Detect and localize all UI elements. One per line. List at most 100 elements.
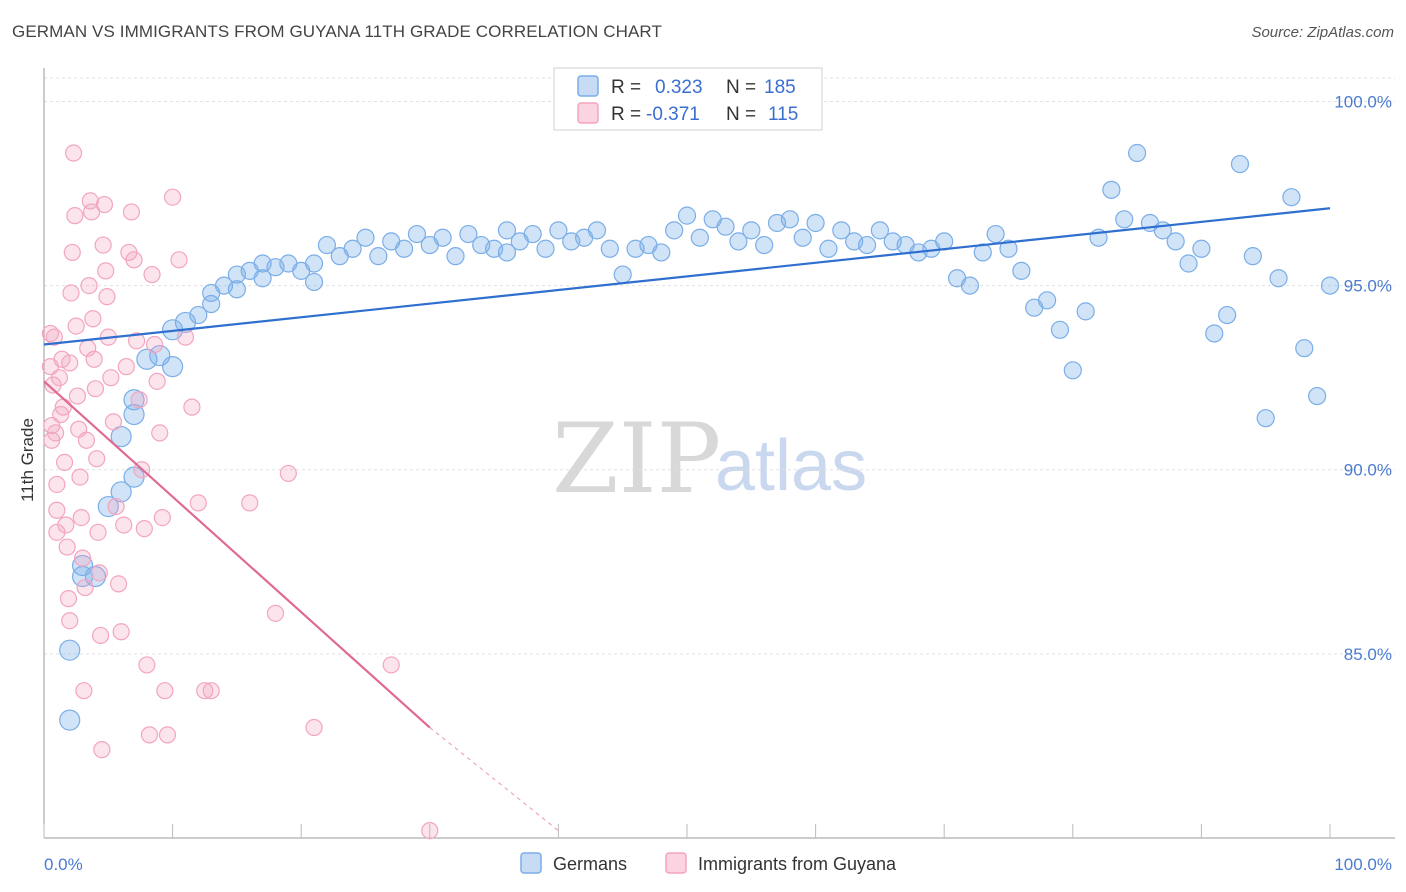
guyana-point bbox=[138, 656, 156, 674]
guyana-point bbox=[89, 523, 107, 541]
bottom-legend-guyana: Immigrants from Guyana bbox=[698, 854, 897, 874]
german-point bbox=[1179, 254, 1198, 273]
guyana-point bbox=[45, 328, 63, 346]
guyana-point bbox=[76, 578, 94, 597]
german-point bbox=[189, 305, 208, 325]
watermark-atlas: atlas bbox=[715, 426, 867, 506]
german-point bbox=[1102, 180, 1121, 199]
legend-r-value-1: -0.371 bbox=[646, 104, 700, 125]
guyana-point bbox=[71, 468, 89, 486]
german-point bbox=[832, 221, 851, 240]
german-point bbox=[536, 239, 555, 258]
guyana-point bbox=[104, 413, 123, 431]
german-point bbox=[123, 403, 145, 426]
grid-lines bbox=[44, 77, 1395, 655]
guyana-point bbox=[64, 144, 83, 162]
german-point bbox=[793, 228, 812, 247]
guyana-point bbox=[135, 520, 153, 538]
guyana-point bbox=[48, 501, 66, 519]
guyana-point bbox=[112, 623, 130, 641]
trend-lines bbox=[43, 207, 1331, 832]
guyana-point bbox=[67, 317, 85, 335]
german-point bbox=[343, 239, 362, 258]
guyana-trend-line-extension bbox=[429, 727, 559, 832]
german-trend-line bbox=[43, 207, 1331, 346]
bottom-legend-germans: Germans bbox=[553, 854, 627, 874]
german-point bbox=[1076, 302, 1095, 321]
axes: 85.0% 90.0% 95.0% 100.0% 0.0% 100.0% bbox=[43, 68, 1395, 874]
guyana-point bbox=[127, 332, 146, 350]
german-point bbox=[1037, 291, 1057, 310]
german-points bbox=[59, 143, 1340, 731]
x-tick-label-min: 0.0% bbox=[44, 855, 83, 874]
guyana-point bbox=[151, 424, 169, 442]
bottom-legend-swatch-guyana bbox=[665, 852, 687, 874]
guyana-point bbox=[122, 203, 141, 221]
german-point bbox=[110, 481, 132, 503]
german-point bbox=[433, 228, 452, 247]
german-point bbox=[497, 221, 517, 240]
german-point bbox=[136, 348, 158, 370]
guyana-point bbox=[80, 276, 98, 295]
german-point bbox=[1127, 143, 1147, 163]
german-point bbox=[857, 235, 877, 255]
bottom-legend-swatch-germans bbox=[520, 852, 542, 874]
german-point bbox=[1166, 232, 1185, 251]
german-point bbox=[407, 224, 427, 244]
guyana-point bbox=[63, 243, 81, 262]
guyana-point bbox=[59, 590, 78, 608]
guyana-point bbox=[97, 262, 115, 280]
german-point bbox=[1050, 320, 1070, 339]
y-tick-label: 95.0% bbox=[1344, 277, 1392, 296]
guyana-point bbox=[61, 354, 79, 372]
guyana-point bbox=[86, 380, 105, 398]
guyana-point bbox=[202, 682, 220, 700]
guyana-point bbox=[189, 494, 207, 512]
german-point bbox=[690, 228, 709, 247]
guyana-point bbox=[46, 424, 65, 442]
guyana-point bbox=[90, 564, 108, 582]
german-point bbox=[729, 232, 748, 251]
guyana-point bbox=[54, 398, 72, 416]
guyana-point bbox=[91, 626, 110, 645]
guyana-point bbox=[68, 387, 87, 405]
german-point bbox=[356, 228, 375, 247]
legend-n-value-1: 115 bbox=[768, 104, 798, 125]
german-point bbox=[716, 217, 735, 236]
german-point bbox=[1063, 361, 1082, 380]
guyana-point bbox=[77, 431, 96, 449]
guyana-point bbox=[66, 207, 84, 225]
legend-swatch-germans bbox=[577, 75, 599, 97]
guyana-point bbox=[85, 350, 103, 368]
german-point bbox=[960, 276, 980, 295]
german-point bbox=[1218, 305, 1237, 325]
guyana-point bbox=[61, 612, 79, 630]
german-point bbox=[806, 213, 825, 233]
guyana-point bbox=[153, 509, 171, 527]
guyana-point bbox=[196, 682, 214, 700]
guyana-point bbox=[93, 741, 111, 759]
guyana-point bbox=[130, 391, 148, 409]
german-point bbox=[1192, 239, 1211, 258]
german-point bbox=[1308, 386, 1327, 406]
guyana-point bbox=[117, 358, 135, 376]
german-point bbox=[523, 224, 542, 244]
german-point bbox=[1012, 261, 1031, 280]
german-point bbox=[253, 269, 272, 288]
german-point bbox=[587, 221, 607, 240]
german-point bbox=[999, 239, 1018, 258]
guyana-point bbox=[73, 549, 92, 567]
german-point bbox=[1230, 154, 1250, 174]
guyana-point bbox=[279, 464, 297, 483]
guyana-point bbox=[145, 335, 164, 354]
y-tick-label: 85.0% bbox=[1344, 645, 1392, 664]
german-point bbox=[549, 221, 568, 240]
guyana-point bbox=[266, 604, 285, 622]
guyana-point bbox=[170, 251, 188, 269]
guyana-point bbox=[115, 516, 133, 534]
german-point bbox=[394, 239, 414, 258]
guyana-point bbox=[95, 195, 114, 214]
german-point bbox=[755, 235, 774, 255]
guyana-point bbox=[94, 236, 112, 254]
german-point bbox=[1295, 339, 1314, 358]
